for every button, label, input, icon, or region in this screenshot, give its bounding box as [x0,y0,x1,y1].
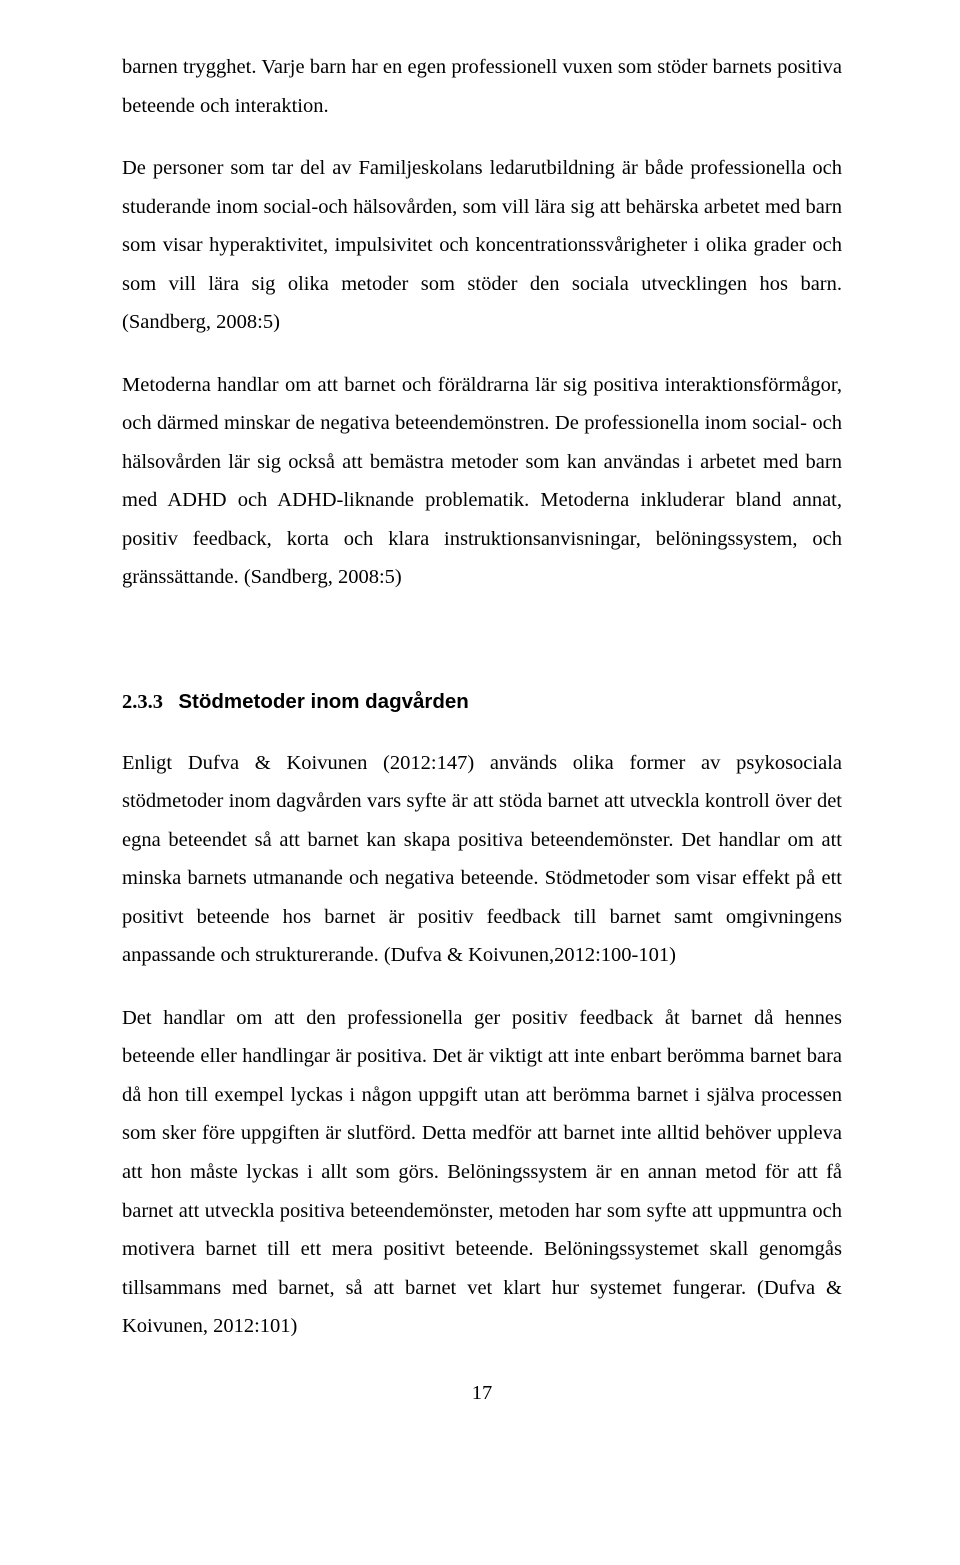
section-heading: 2.3.3 Stödmetoder inom dagvården [122,687,842,718]
paragraph-2: De personer som tar del av Familjeskolan… [122,149,842,342]
paragraph-5: Det handlar om att den professionella ge… [122,999,842,1346]
paragraph-1: barnen trygghet. Varje barn har en egen … [122,48,842,125]
page-number: 17 [122,1382,842,1405]
paragraph-3: Metoderna handlar om att barnet och förä… [122,366,842,597]
section-title: Stödmetoder inom dagvården [178,690,468,713]
paragraph-4: Enligt Dufva & Koivunen (2012:147) använ… [122,744,842,975]
section-number: 2.3.3 [122,691,163,713]
